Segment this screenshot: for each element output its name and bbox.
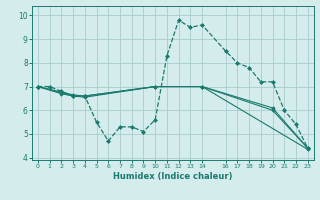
X-axis label: Humidex (Indice chaleur): Humidex (Indice chaleur) — [113, 172, 233, 181]
